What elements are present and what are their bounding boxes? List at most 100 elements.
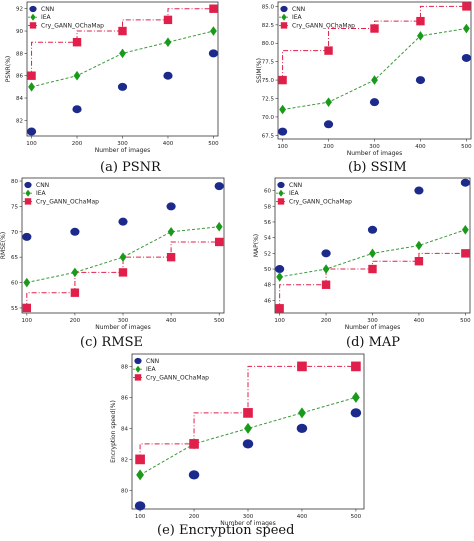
chart-panel-2: 100 200 300 400 500 67.5 70.0 72.5 75.0 77.5 80.0 8…: [256, 1, 472, 175]
point-cnn: [415, 76, 426, 85]
series-line-cry-gann-ochamap: [31, 8, 214, 76]
y-tick-label: 90: [16, 29, 23, 35]
x-tick-label: 100: [135, 514, 146, 520]
point-cnn: [117, 82, 128, 91]
x-tick-label: 200: [321, 318, 332, 324]
x-tick-label: 100: [26, 141, 37, 147]
legend-label-cnn: CNN: [292, 6, 305, 13]
chart-panel-4: 100 200 300 400 500 46 48 50 52 54 56 58 60 Number of…: [253, 177, 471, 350]
point-cnn: [70, 227, 80, 236]
chart-panel-5: 100 200 300 400 500 80 82 84 86 88 Number of image…: [110, 353, 365, 538]
y-tick-label: 84: [16, 96, 23, 102]
point-cry-gann-ochamap: [166, 252, 176, 262]
point-iea: [369, 248, 376, 259]
point-cnn: [242, 439, 254, 449]
y-tick-label: 67.5: [262, 133, 275, 139]
y-tick-label: 75: [11, 204, 18, 210]
series-line-iea: [282, 28, 467, 111]
point-iea: [463, 23, 470, 34]
x-tick-label: 200: [70, 318, 81, 324]
point-cry-gann-ochamap: [22, 303, 32, 313]
point-cnn: [461, 53, 472, 62]
legend-marker-cnn: [280, 5, 288, 13]
point-iea: [73, 70, 81, 81]
x-tick-label: 100: [22, 318, 33, 324]
legend-label-iea: IEA: [36, 190, 47, 197]
point-iea: [164, 37, 172, 47]
point-cry-gann-ochamap: [163, 15, 173, 25]
point-cnn: [460, 178, 470, 187]
x-tick-label: 300: [369, 144, 380, 150]
y-tick-label: 54: [264, 236, 271, 242]
point-iea: [28, 82, 35, 92]
point-iea: [371, 75, 378, 85]
point-iea: [167, 226, 175, 237]
y-axis-label: PSNR(%): [5, 56, 12, 82]
point-cnn: [321, 249, 331, 258]
point-iea: [71, 267, 79, 278]
legend-marker-iea: [135, 365, 141, 373]
legend-marker-iea: [278, 189, 284, 197]
y-tick-label: 55: [11, 306, 18, 312]
y-axis-label: Encryption speed(%): [110, 400, 117, 463]
y-tick-label: 86: [121, 395, 128, 401]
x-axis-label: Number of images: [347, 150, 403, 157]
chart-panel-1: 100 200 300 400 500 82 84 86 88 90 92 Number of ima…: [5, 1, 219, 175]
point-iea: [461, 225, 469, 235]
x-axis-label: Number of images: [95, 324, 151, 331]
point-cry-gann-ochamap: [118, 26, 127, 36]
point-cry-gann-ochamap: [324, 46, 333, 55]
legend-label-cnn: CNN: [146, 358, 159, 365]
legend-label-iea: IEA: [41, 14, 52, 21]
point-cry-gann-ochamap: [368, 264, 377, 274]
y-tick-label: 75.0: [262, 78, 275, 84]
x-tick-label: 200: [72, 141, 83, 147]
x-tick-label: 200: [323, 144, 334, 150]
point-cry-gann-ochamap: [297, 361, 307, 372]
legend-marker-cry-gann-ochamap: [280, 22, 288, 29]
y-tick-label: 48: [264, 283, 271, 289]
x-tick-label: 500: [461, 144, 472, 150]
point-iea: [119, 252, 127, 262]
y-tick-label: 58: [264, 204, 271, 210]
legend-marker-iea: [281, 13, 287, 21]
x-tick-label: 400: [163, 141, 174, 147]
legend-marker-iea: [25, 189, 31, 197]
point-cnn: [188, 470, 200, 480]
point-cnn: [163, 71, 173, 80]
panel-caption: (a) PSNR: [100, 160, 162, 175]
point-iea: [417, 31, 424, 41]
y-tick-label: 56: [264, 220, 271, 226]
point-cry-gann-ochamap: [135, 454, 145, 465]
point-cnn: [369, 98, 380, 107]
series-line-iea: [26, 226, 220, 284]
legend-label-iea: IEA: [292, 14, 303, 21]
point-cry-gann-ochamap: [243, 408, 253, 418]
x-tick-label: 200: [189, 514, 200, 520]
y-tick-label: 80: [121, 488, 128, 494]
y-tick-label: 52: [264, 251, 271, 257]
legend-label-cnn: CNN: [36, 182, 49, 189]
point-cnn: [118, 217, 128, 226]
point-cnn: [277, 127, 288, 136]
x-tick-label: 100: [274, 318, 285, 324]
panel-caption: (c) RMSE: [80, 335, 143, 350]
legend-marker-iea: [30, 13, 36, 21]
x-tick-label: 300: [117, 141, 128, 147]
chart-panel-3: 100 200 300 400 500 55 60 65 70 75 80 Number of ima…: [0, 177, 225, 350]
x-axis-label: Number of images: [345, 324, 401, 331]
y-axis-label: SSIM(%): [256, 58, 263, 83]
y-tick-label: 88: [121, 364, 128, 370]
point-cry-gann-ochamap: [414, 256, 424, 266]
x-tick-label: 500: [208, 141, 219, 147]
y-axis-label: RMSE(%): [0, 232, 7, 259]
x-tick-label: 300: [243, 514, 254, 520]
y-axis-label: MAP(%): [253, 234, 260, 257]
point-iea: [351, 391, 360, 403]
x-tick-label: 400: [414, 318, 425, 324]
point-cnn: [275, 265, 285, 274]
